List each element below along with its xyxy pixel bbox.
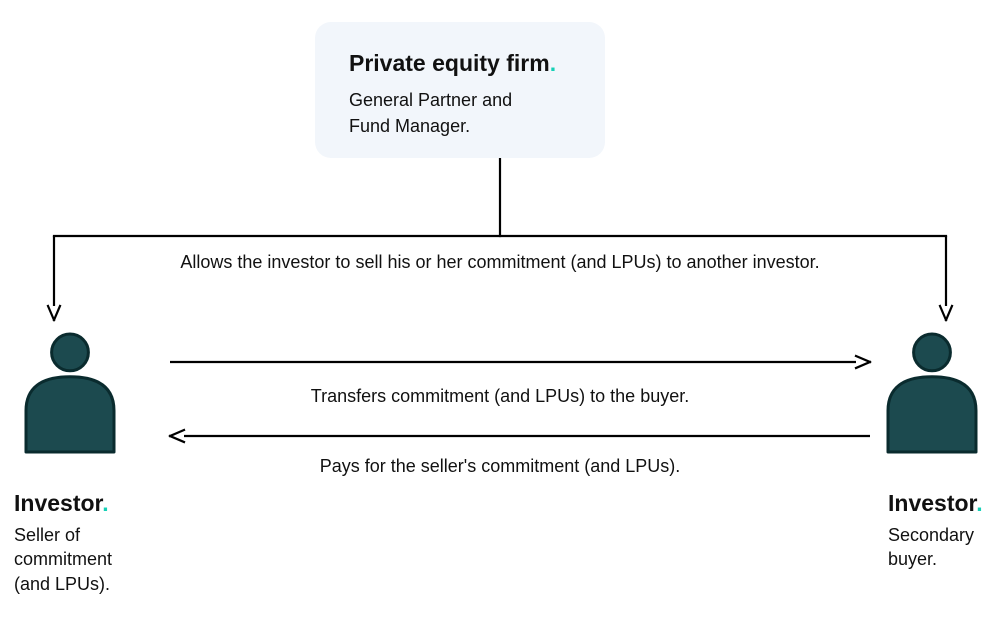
firm-subtitle-line2: Fund Manager. — [349, 116, 470, 136]
buyer-subtitle: Secondary buyer. — [888, 523, 1000, 572]
seller-sub-line2: commitment — [14, 549, 112, 569]
seller-sub-line1: Seller of — [14, 525, 80, 545]
firm-title-text: Private equity firm — [349, 50, 550, 76]
investor-buyer-label: Investor. Secondary buyer. — [888, 490, 1000, 572]
person-icon — [26, 334, 114, 452]
accent-dot-icon: . — [976, 490, 982, 516]
firm-title: Private equity firm. — [349, 50, 571, 77]
seller-sub-line3: (and LPUs). — [14, 574, 110, 594]
seller-title: Investor. — [14, 490, 192, 517]
edge-label-allows: Allows the investor to sell his or her c… — [120, 252, 880, 273]
firm-subtitle: General Partner and Fund Manager. — [349, 87, 571, 139]
buyer-title-text: Investor — [888, 490, 976, 516]
buyer-sub-line2: buyer. — [888, 549, 937, 569]
person-icon — [888, 334, 976, 452]
private-equity-firm-node: Private equity firm. General Partner and… — [315, 22, 605, 158]
firm-subtitle-line1: General Partner and — [349, 90, 512, 110]
buyer-title: Investor. — [888, 490, 1000, 517]
edge-label-transfer: Transfers commitment (and LPUs) to the b… — [120, 386, 880, 407]
seller-subtitle: Seller of commitment (and LPUs). — [14, 523, 192, 596]
buyer-sub-line1: Secondary — [888, 525, 974, 545]
accent-dot-icon: . — [550, 50, 556, 76]
investor-seller-label: Investor. Seller of commitment (and LPUs… — [14, 490, 192, 596]
seller-title-text: Investor — [14, 490, 102, 516]
accent-dot-icon: . — [102, 490, 108, 516]
secondary-transaction-diagram: Private equity firm. General Partner and… — [0, 0, 1000, 619]
edge-label-pay: Pays for the seller's commitment (and LP… — [120, 456, 880, 477]
